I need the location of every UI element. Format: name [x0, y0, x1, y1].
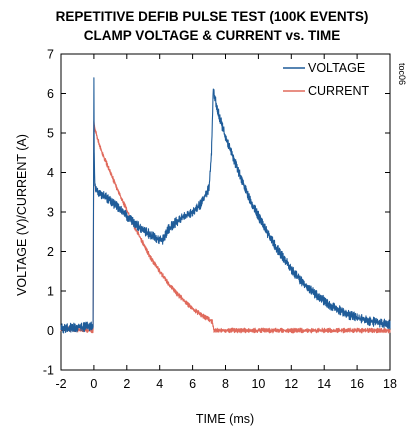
- legend-label-voltage: VOLTAGE: [308, 61, 365, 75]
- y-tick-label-0: -1: [43, 364, 54, 378]
- x-tick-label-4: 6: [189, 377, 196, 391]
- plot-frame: [60, 53, 391, 371]
- series-line-voltage: [60, 77, 391, 334]
- x-tick-label-9: 16: [350, 377, 364, 391]
- y-tick-label-5: 4: [47, 166, 54, 180]
- x-tick-label-3: 4: [156, 377, 163, 391]
- x-tick-label-8: 14: [317, 377, 331, 391]
- y-tick-label-1: 0: [47, 324, 54, 338]
- y-tick-label-4: 3: [47, 206, 54, 220]
- chart-title: REPETITIVE DEFIB PULSE TEST (100K EVENTS…: [56, 9, 369, 24]
- x-tick-label-6: 10: [251, 377, 265, 391]
- x-tick-label-0: -2: [55, 377, 66, 391]
- y-tick-label-2: 1: [47, 285, 54, 299]
- chart-subtitle: CLAMP VOLTAGE & CURRENT vs. TIME: [84, 28, 341, 43]
- x-tick-label-7: 12: [284, 377, 298, 391]
- x-tick-label-1: 0: [90, 377, 97, 391]
- legend-label-current: CURRENT: [308, 84, 369, 98]
- y-tick-label-7: 6: [47, 87, 54, 101]
- y-axis-label: VOLTAGE (V)/CURRENT (A): [15, 134, 29, 296]
- y-tick-label-3: 2: [47, 245, 54, 259]
- plot-area: -2 0 2 4 6 8 10 12 14 16 18-101234567VOLTAGECURREN…: [43, 48, 397, 392]
- figure-tag: toc06: [397, 63, 407, 85]
- y-tick-label-6: 5: [47, 127, 54, 141]
- series-line-current: [60, 120, 391, 334]
- x-tick-label-5: 8: [222, 377, 229, 391]
- x-axis-label: TIME (ms): [196, 412, 254, 426]
- y-tick-label-8: 7: [47, 48, 54, 62]
- x-tick-label-2: 2: [123, 377, 130, 391]
- x-tick-label-10: 18: [383, 377, 397, 391]
